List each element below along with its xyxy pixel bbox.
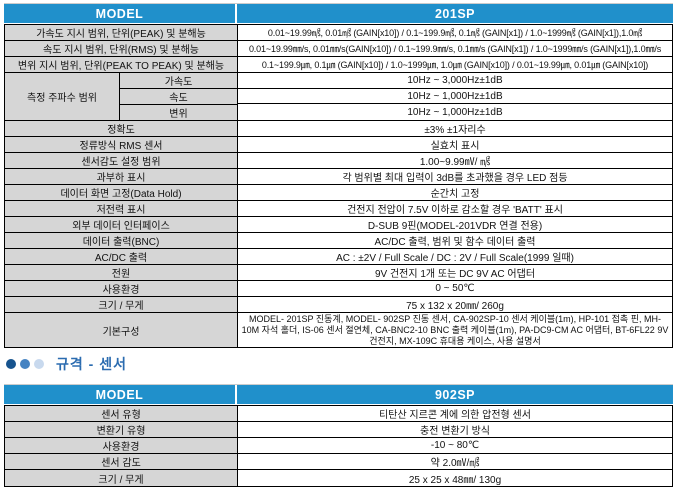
freq-sub-value-velocity: 10Hz ~ 1,000Hz±1dB	[238, 89, 672, 105]
spec-row-frequency-group: 측정 주파수 범위 가속도 속도 변위 10Hz ~ 3,000Hz±1dB 1…	[5, 73, 672, 121]
spec-label: 정확도	[5, 121, 238, 136]
spec-value: MODEL- 201SP 진동계, MODEL- 902SP 진동 센서, CA…	[241, 313, 669, 346]
spec-row-acdc-output: AC/DC 출력 AC : ±2V / Full Scale / DC : 2V…	[5, 249, 672, 265]
spec-table-main: MODEL 201SP 가속도 지시 범위, 단위(PEAK) 및 분해능 0.…	[4, 3, 673, 348]
table-body: 가속도 지시 범위, 단위(PEAK) 및 분해능 0.01~19.99㎨, 0…	[4, 24, 673, 348]
header-model-value: 902SP	[434, 387, 476, 402]
spec-row-sensor-sensitivity: 센서 감도 약 2.0㎷/㎨	[5, 454, 672, 470]
spec-value: 건전지 전압이 7.5V 이하로 감소할 경우 'BATT' 표시	[347, 205, 563, 216]
spec-label: 변환기 유형	[5, 422, 238, 437]
spec-row-low-battery: 저전력 표시 건전지 전압이 7.5V 이하로 감소할 경우 'BATT' 표시	[5, 201, 672, 217]
spec-label: 저전력 표시	[5, 201, 238, 216]
spec-value: 각 범위별 최대 입력이 3dB를 초과했을 경우 LED 점등	[342, 173, 568, 184]
spec-row-accuracy: 정확도 ±3% ±1자리수	[5, 121, 672, 137]
spec-value: 1.00~9.99㎷/ ㎨	[419, 157, 491, 168]
freq-sub-label-displacement: 변위	[169, 109, 188, 120]
spec-row-power: 전원 9V 건전지 1개 또는 DC 9V AC 어댑터	[5, 265, 672, 281]
spec-value: -10 ~ 80℃	[430, 440, 480, 451]
spec-value: 9V 건전지 1개 또는 DC 9V AC 어댑터	[374, 269, 536, 280]
spec-row-size-weight: 크기 / 무게 75 x 132 x 20㎜/ 260g	[5, 297, 672, 313]
spec-row-converter-type: 변환기 유형 충전 변환기 방식	[5, 422, 672, 438]
freq-sub-label-velocity: 속도	[120, 89, 237, 105]
spec-label: 사용환경	[5, 281, 238, 296]
spec-label: 기본구성	[5, 313, 238, 347]
spec-row-environment: 사용환경 -10 ~ 80℃	[5, 438, 672, 454]
spec-value: 티탄산 지르콘 계에 의한 압전형 센서	[379, 410, 531, 421]
freq-sub-value-accel: 10Hz ~ 3,000Hz±1dB	[238, 73, 672, 89]
spec-value: 75 x 132 x 20㎜/ 260g	[406, 301, 504, 312]
spec-label: 센서 유형	[5, 406, 238, 421]
spec-row-data-hold: 데이터 화면 고정(Data Hold) 순간치 고정	[5, 185, 672, 201]
spec-row-standard-set: 기본구성 MODEL- 201SP 진동계, MODEL- 902SP 진동 센…	[5, 313, 672, 347]
spec-value: 0.1~199.9㎛, 0.1㎛ (GAIN[x10]) / 1.0~1999㎛…	[261, 60, 649, 70]
spec-row-environment: 사용환경 0 ~ 50℃	[5, 281, 672, 297]
spec-row-sensitivity-range: 센서감도 설정 범위 1.00~9.99㎷/ ㎨	[5, 153, 672, 169]
spec-value: ±3% ±1자리수	[424, 125, 486, 136]
freq-group-label: 측정 주파수 범위	[5, 73, 120, 120]
spec-row-sensor-type: 센서 유형 티탄산 지르콘 계에 의한 압전형 센서	[5, 406, 672, 422]
spec-value: AC/DC 출력, 범위 및 함수 데이터 출력	[374, 237, 536, 248]
spec-value: 25 x 25 x 48㎜/ 130g	[408, 474, 502, 486]
spec-value: 0 ~ 50℃	[435, 283, 475, 294]
spec-value: AC : ±2V / Full Scale / DC : 2V / Full S…	[336, 253, 574, 264]
spec-label: 속도 지시 범위, 단위(RMS) 및 분해능	[5, 41, 238, 56]
freq-sub-label-accel: 가속도	[120, 73, 237, 89]
header-model-label: MODEL	[4, 385, 237, 404]
spec-value: 순간치 고정	[430, 189, 480, 200]
table-body: 센서 유형 티탄산 지르콘 계에 의한 압전형 센서 변환기 유형 충전 변환기…	[4, 405, 673, 487]
header-model-label: MODEL	[4, 4, 237, 23]
freq-sub-labels: 가속도 속도 변위	[120, 73, 238, 120]
spec-label: 센서 감도	[5, 454, 238, 469]
bullet-dot-icon	[20, 359, 30, 369]
spec-row-overload: 과부하 표시 각 범위별 최대 입력이 3dB를 초과했을 경우 LED 점등	[5, 169, 672, 185]
table-header: MODEL 902SP	[4, 384, 673, 404]
spec-label: 정류방식 RMS 센서	[5, 137, 238, 152]
spec-value: 실효치 표시	[430, 141, 480, 152]
spec-label: AC/DC 출력	[5, 249, 238, 264]
spec-value: D-SUB 9핀(MODEL-201VDR 연결 전용)	[367, 221, 543, 232]
spec-table-sensor: MODEL 902SP 센서 유형 티탄산 지르콘 계에 의한 압전형 센서 변…	[4, 384, 673, 487]
spec-row-displacement-range: 변위 지시 범위, 단위(PEAK TO PEAK) 및 분해능 0.1~199…	[5, 57, 672, 73]
spec-value: 0.01~19.99㎨, 0.01㎨ (GAIN[x10]) / 0.1~199…	[267, 28, 643, 38]
spec-row-accel-range: 가속도 지시 범위, 단위(PEAK) 및 분해능 0.01~19.99㎨, 0…	[5, 25, 672, 41]
spec-label: 사용환경	[5, 438, 238, 453]
spec-value: 충전 변환기 방식	[420, 426, 490, 437]
spec-row-velocity-range: 속도 지시 범위, 단위(RMS) 및 분해능 0.01~19.99㎜/s, 0…	[5, 41, 672, 57]
bullet-dot-icon	[34, 359, 44, 369]
spec-label: 전원	[5, 265, 238, 280]
spec-label: 데이터 화면 고정(Data Hold)	[5, 185, 238, 200]
section-title: 규격 - 센서	[56, 356, 127, 372]
spec-row-rms: 정류방식 RMS 센서 실효치 표시	[5, 137, 672, 153]
spec-row-interface: 외부 데이터 인터페이스 D-SUB 9핀(MODEL-201VDR 연결 전용…	[5, 217, 672, 233]
freq-sub-values: 10Hz ~ 3,000Hz±1dB 10Hz ~ 1,000Hz±1dB 10…	[238, 73, 672, 120]
bullet-dot-icon	[6, 359, 16, 369]
table-header: MODEL 201SP	[4, 3, 673, 23]
spec-value: 약 2.0㎷/㎨	[430, 458, 480, 469]
spec-row-bnc-output: 데이터 출력(BNC) AC/DC 출력, 범위 및 함수 데이터 출력	[5, 233, 672, 249]
header-model-value: 201SP	[434, 6, 476, 21]
spec-value: 0.01~19.99㎜/s, 0.01㎜/s(GAIN[x10]) / 0.1~…	[248, 44, 662, 54]
spec-label: 크기 / 무게	[5, 297, 238, 312]
spec-label: 변위 지시 범위, 단위(PEAK TO PEAK) 및 분해능	[5, 57, 238, 72]
spec-label: 가속도 지시 범위, 단위(PEAK) 및 분해능	[5, 25, 238, 40]
spec-label: 센서감도 설정 범위	[5, 153, 238, 168]
spec-label: 과부하 표시	[5, 169, 238, 184]
section-heading: 규격 - 센서	[6, 355, 127, 373]
spec-label: 크기 / 무게	[5, 470, 238, 486]
spec-label: 외부 데이터 인터페이스	[5, 217, 238, 232]
freq-sub-value-displacement: 10Hz ~ 1,000Hz±1dB	[407, 106, 503, 118]
spec-label: 데이터 출력(BNC)	[5, 233, 238, 248]
spec-row-size-weight: 크기 / 무게 25 x 25 x 48㎜/ 130g	[5, 470, 672, 486]
